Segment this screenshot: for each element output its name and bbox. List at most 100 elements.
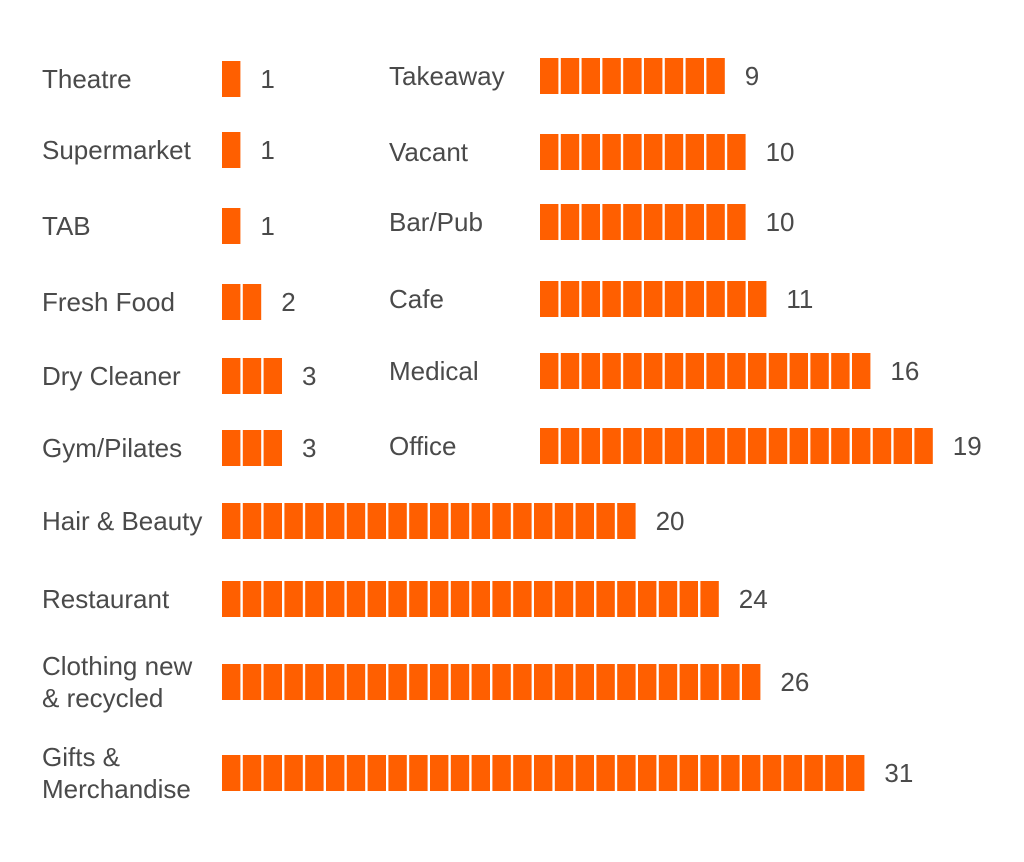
bar-unit-block: [644, 428, 663, 464]
bar-unit-block: [602, 204, 621, 240]
bar-unit-block: [540, 428, 559, 464]
bar: [222, 581, 719, 617]
bar-unit-block: [638, 755, 657, 791]
category-label: Hair & Beauty: [42, 506, 202, 536]
bar-unit-block: [367, 664, 386, 700]
bar: [222, 755, 865, 791]
bar-row-hair-and-beauty: Hair & Beauty 20: [42, 503, 685, 539]
bar-unit-block: [914, 428, 933, 464]
bar-unit-block: [706, 204, 725, 240]
bar-unit-block: [540, 281, 559, 317]
bar-unit-block: [893, 428, 912, 464]
bar-unit-block: [727, 281, 746, 317]
bar-unit-block: [700, 755, 719, 791]
bar-unit-block: [706, 58, 725, 94]
category-label: Theatre: [42, 64, 132, 94]
bar-unit-block: [623, 58, 642, 94]
category-label: TAB: [42, 211, 91, 241]
data-label: 16: [890, 356, 919, 386]
bar-unit-block: [554, 664, 574, 700]
data-label: 10: [766, 137, 795, 167]
bar-unit-block: [810, 353, 829, 389]
bar-unit-block: [638, 664, 657, 700]
bar-unit-block: [513, 503, 532, 539]
bar-unit-block: [644, 58, 663, 94]
bar-unit-block: [685, 281, 704, 317]
bar: [222, 430, 282, 466]
bar-unit-block: [263, 358, 282, 394]
bar-unit-block: [596, 755, 615, 791]
bar-unit-block: [450, 503, 470, 539]
category-label: Restaurant: [42, 584, 170, 614]
bar-unit-block: [664, 134, 684, 170]
category-label: Supermarket: [42, 135, 192, 165]
category-label: Gym/Pilates: [42, 433, 182, 463]
bar-unit-block: [768, 428, 788, 464]
bar-unit-block: [222, 358, 241, 394]
bar-row-fresh-food: Fresh Food 2: [42, 284, 296, 320]
bar: [222, 132, 241, 168]
bar-unit-block: [602, 58, 621, 94]
bar-unit-block: [492, 755, 511, 791]
bar-unit-block: [450, 581, 470, 617]
bar-unit-block: [540, 58, 559, 94]
bar-unit-block: [685, 428, 704, 464]
bar-unit-block: [706, 281, 725, 317]
bar-unit-block: [263, 430, 282, 466]
bar-unit-block: [664, 204, 684, 240]
bar-unit-block: [534, 581, 553, 617]
bar-unit-block: [242, 503, 262, 539]
data-label: 10: [766, 207, 795, 237]
bar-unit-block: [554, 503, 574, 539]
bar-unit-block: [658, 581, 678, 617]
bar-unit-block: [762, 755, 782, 791]
bar: [222, 358, 282, 394]
bar-unit-block: [742, 664, 761, 700]
bar-unit-block: [492, 664, 511, 700]
bar-unit-block: [222, 208, 241, 244]
bar-unit-block: [346, 755, 366, 791]
data-label: 31: [884, 758, 913, 788]
bar-unit-block: [664, 281, 684, 317]
bar-unit-block: [534, 755, 553, 791]
bar: [222, 61, 241, 97]
bar-unit-block: [685, 58, 704, 94]
bar-unit-block: [222, 132, 241, 168]
bar-unit-block: [242, 430, 262, 466]
bar-unit-block: [534, 503, 553, 539]
data-label: 9: [745, 61, 759, 91]
bar-row-medical: Medical 16: [389, 353, 919, 389]
bar-unit-block: [581, 281, 600, 317]
data-label: 1: [260, 135, 274, 165]
bar-unit-block: [700, 581, 719, 617]
bar-unit-block: [706, 428, 725, 464]
bar-unit-block: [471, 581, 490, 617]
bar-unit-block: [346, 503, 366, 539]
data-label: 19: [953, 431, 982, 461]
bar-unit-block: [623, 281, 642, 317]
data-label: 2: [281, 287, 295, 317]
category-label: Gifts & Merchandise: [42, 742, 191, 804]
bar-unit-block: [721, 664, 740, 700]
bar-unit-block: [679, 755, 698, 791]
bar: [222, 664, 761, 700]
bar-unit-block: [617, 581, 636, 617]
bar-unit-block: [540, 204, 559, 240]
bar-unit-block: [644, 353, 663, 389]
bar-unit-block: [560, 428, 580, 464]
bar-unit-block: [540, 353, 559, 389]
bar-unit-block: [658, 755, 678, 791]
bar-unit-block: [638, 581, 657, 617]
bar-unit-block: [789, 353, 808, 389]
bar-unit-block: [575, 755, 594, 791]
bar-row-gifts-and-merchandise: Gifts & Merchandise 31: [42, 742, 913, 804]
bar-unit-block: [825, 755, 844, 791]
data-label: 1: [260, 64, 274, 94]
bar-unit-block: [685, 134, 704, 170]
bar: [540, 134, 746, 170]
bar-unit-block: [367, 755, 386, 791]
category-label: Office: [389, 431, 456, 461]
bar-unit-block: [596, 581, 615, 617]
data-label: 11: [786, 284, 813, 314]
